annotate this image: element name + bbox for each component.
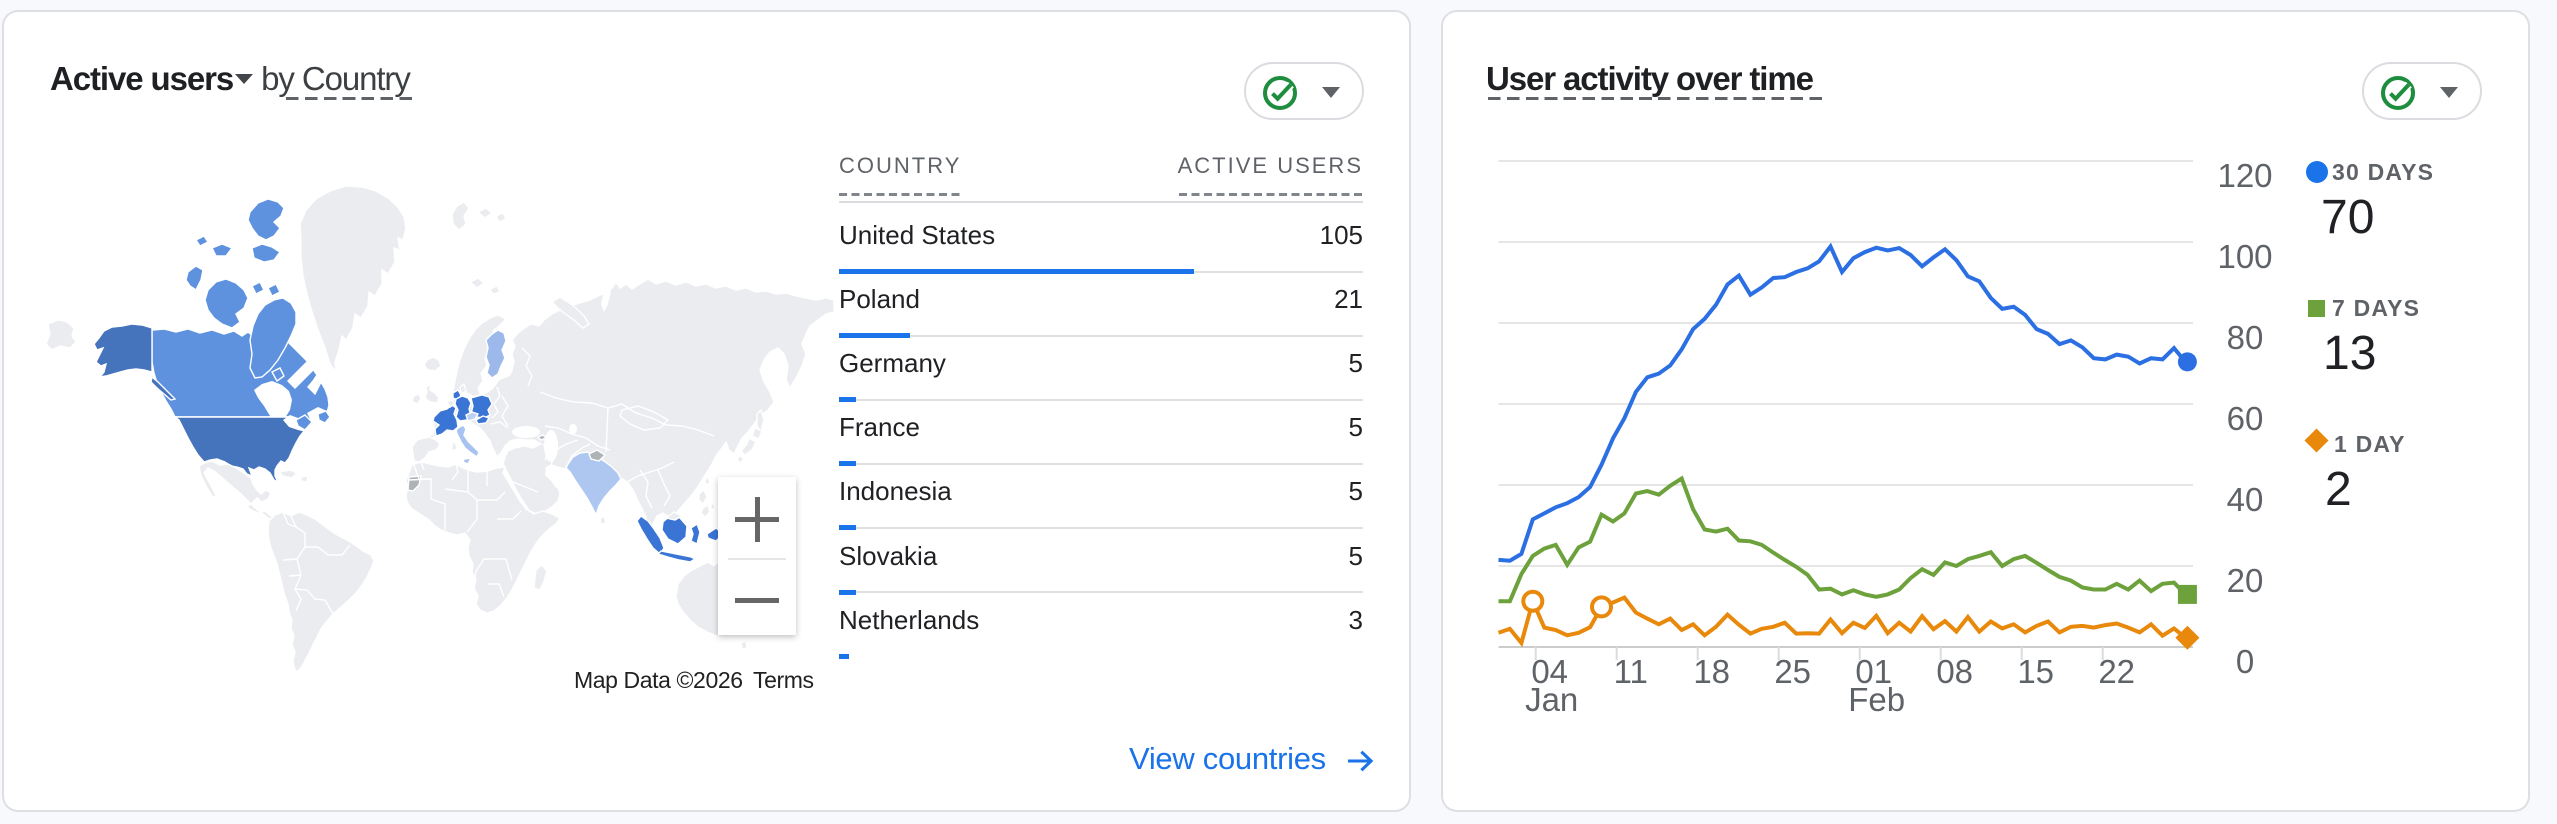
svg-text:Jan: Jan bbox=[1525, 681, 1578, 718]
svg-text:25: 25 bbox=[1774, 653, 1811, 690]
svg-text:80: 80 bbox=[2227, 319, 2264, 356]
svg-text:120: 120 bbox=[2217, 157, 2272, 194]
svg-text:11: 11 bbox=[1614, 653, 1648, 690]
svg-text:04: 04 bbox=[1531, 653, 1568, 690]
svg-text:08: 08 bbox=[1936, 653, 1973, 690]
svg-text:100: 100 bbox=[2217, 238, 2272, 275]
svg-text:22: 22 bbox=[2098, 653, 2135, 690]
svg-text:60: 60 bbox=[2227, 400, 2264, 437]
svg-text:20: 20 bbox=[2227, 562, 2264, 599]
svg-text:Feb: Feb bbox=[1848, 681, 1905, 718]
svg-text:01: 01 bbox=[1855, 653, 1892, 690]
svg-text:0: 0 bbox=[2236, 643, 2254, 680]
svg-text:40: 40 bbox=[2227, 481, 2264, 518]
svg-text:15: 15 bbox=[2017, 653, 2054, 690]
svg-text:18: 18 bbox=[1693, 653, 1730, 690]
